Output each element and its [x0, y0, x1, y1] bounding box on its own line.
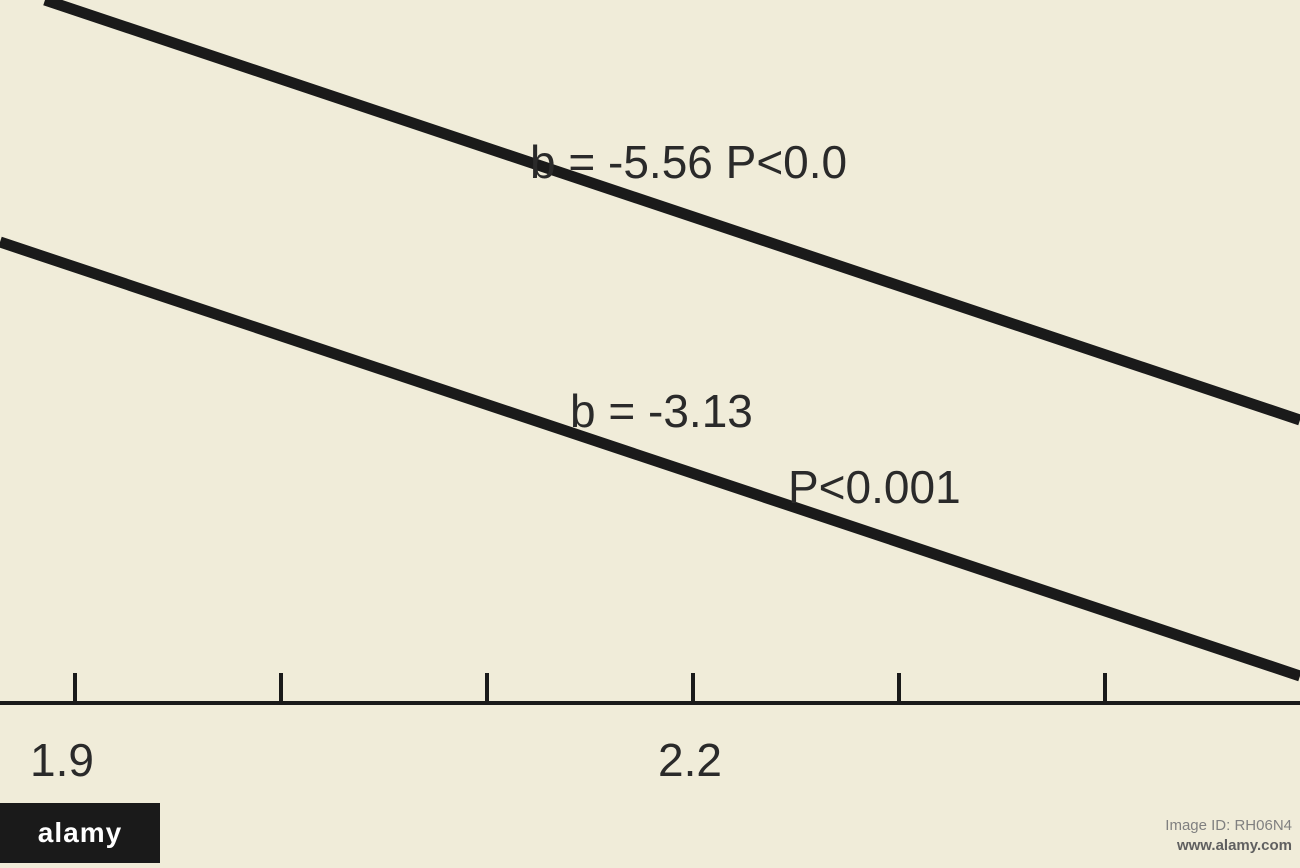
watermark-site: www.alamy.com: [1165, 836, 1292, 856]
annotation-lower-p: P<0.001: [788, 460, 961, 514]
xtick-label-1: 1.9: [30, 733, 94, 787]
annotation-upper: b = -5.56 P<0.0: [530, 135, 847, 189]
lower-line: [0, 242, 1300, 676]
xtick-label-4: 2.2: [658, 733, 722, 787]
annotation-lower-b: b = -3.13: [570, 384, 753, 438]
watermark-brand-text: alamy: [38, 817, 122, 849]
watermark-brand: alamy: [0, 803, 160, 863]
watermark-meta: Image ID: RH06N4 www.alamy.com: [1157, 808, 1300, 863]
watermark-image-id: Image ID: RH06N4: [1165, 816, 1292, 836]
upper-line: [45, 0, 1300, 420]
